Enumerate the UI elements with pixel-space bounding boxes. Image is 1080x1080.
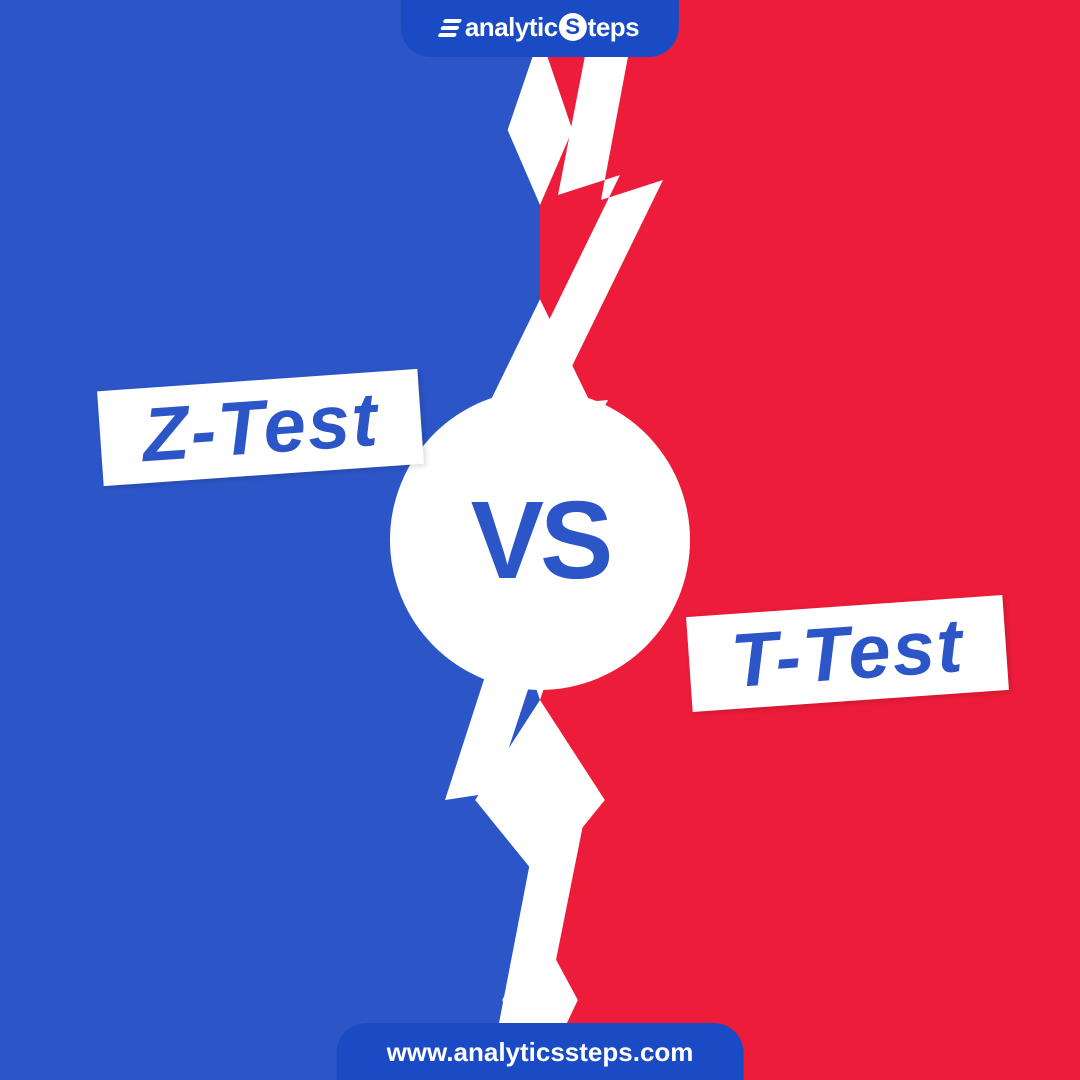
logo-text-part2: teps <box>588 12 639 43</box>
brand-url-badge: www.analyticssteps.com <box>337 1023 744 1080</box>
vs-circle: VS <box>390 390 690 690</box>
logo-stripes-icon <box>438 19 463 37</box>
right-label-text: T-Test <box>728 603 966 704</box>
vs-text: VS <box>471 477 610 604</box>
brand-badge-top: analytic S teps <box>401 0 679 57</box>
logo-text-part1: analytic <box>465 12 558 43</box>
logo-s-icon: S <box>559 13 587 41</box>
brand-url-text: www.analyticssteps.com <box>387 1037 694 1067</box>
infographic-canvas: analytic S teps Z-Test VS T-Test www.ana… <box>0 0 1080 1080</box>
left-label-text: Z-Test <box>139 377 382 478</box>
